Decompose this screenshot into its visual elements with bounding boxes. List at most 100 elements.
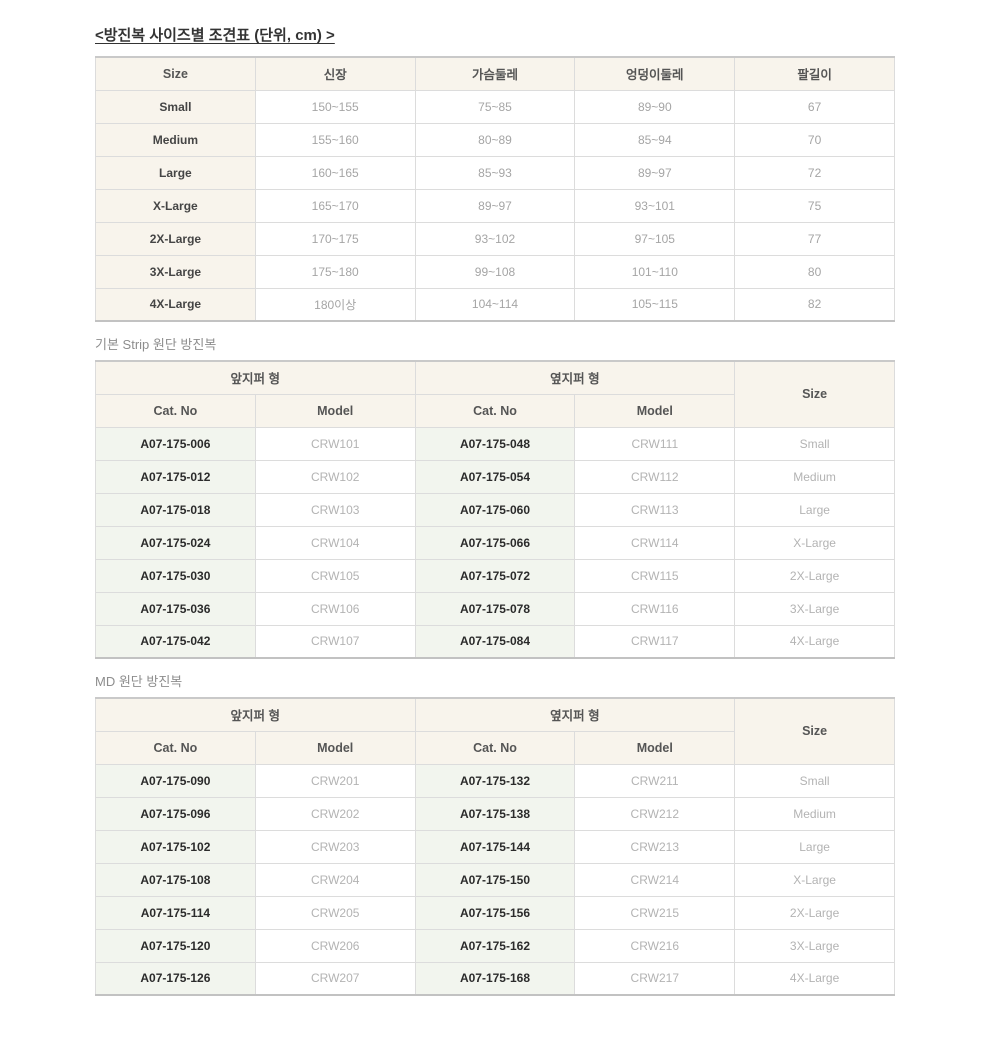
table-row: A07-175-036 CRW106 A07-175-078 CRW116 3X… <box>95 591 895 626</box>
catno-cell: A07-175-132 <box>414 763 576 798</box>
page-content: <방진복 사이즈별 조견표 (단위, cm) > Size 신장 가슴둘레 엉덩… <box>95 26 895 996</box>
table-row: A07-175-096 CRW202 A07-175-138 CRW212 Me… <box>95 796 895 831</box>
catno-cell: A07-175-096 <box>95 796 256 831</box>
md-section-title: MD 원단 방진복 <box>95 674 183 689</box>
data-cell: 82 <box>734 287 895 322</box>
size-value-cell: Large <box>734 492 895 527</box>
table-row: A07-175-108 CRW204 A07-175-150 CRW214 X-… <box>95 862 895 897</box>
column-header-size: Size <box>734 360 895 428</box>
data-cell: 93~101 <box>574 188 736 223</box>
data-cell: 105~115 <box>574 287 736 322</box>
data-cell: 160~165 <box>254 155 416 190</box>
table-row: A07-175-120 CRW206 A07-175-162 CRW216 3X… <box>95 928 895 963</box>
table-row: A07-175-012 CRW102 A07-175-054 CRW112 Me… <box>95 459 895 494</box>
catno-cell: A07-175-156 <box>414 895 576 930</box>
model-cell: CRW212 <box>574 796 736 831</box>
model-cell: CRW103 <box>254 492 416 527</box>
table-row: Small 150~155 75~85 89~90 67 <box>95 89 895 124</box>
catno-cell: A07-175-162 <box>414 928 576 963</box>
catno-cell: A07-175-042 <box>95 624 256 659</box>
data-cell: 80 <box>734 254 895 289</box>
column-header-catno: Cat. No <box>414 393 576 428</box>
data-cell: 85~94 <box>574 122 736 157</box>
catno-cell: A07-175-114 <box>95 895 256 930</box>
size-label-cell: Small <box>95 89 256 124</box>
size-label-cell: Large <box>95 155 256 190</box>
table-row: X-Large 165~170 89~97 93~101 75 <box>95 188 895 223</box>
size-value-cell: 4X-Large <box>734 961 895 996</box>
size-value-cell: 4X-Large <box>734 624 895 659</box>
group-header-side-zipper: 옆지퍼 형 <box>414 697 736 732</box>
catno-cell: A07-175-018 <box>95 492 256 527</box>
table-row: A07-175-024 CRW104 A07-175-066 CRW114 X-… <box>95 525 895 560</box>
model-cell: CRW211 <box>574 763 736 798</box>
group-header-front-zipper: 앞지퍼 형 <box>95 697 416 732</box>
data-cell: 77 <box>734 221 895 256</box>
data-cell: 180이상 <box>254 287 416 322</box>
catno-cell: A07-175-066 <box>414 525 576 560</box>
data-cell: 75~85 <box>414 89 576 124</box>
group-header-row: 앞지퍼 형 옆지퍼 형 Size <box>95 697 895 765</box>
model-cell: CRW117 <box>574 624 736 659</box>
model-cell: CRW205 <box>254 895 416 930</box>
table-row: A07-175-018 CRW103 A07-175-060 CRW113 La… <box>95 492 895 527</box>
catno-cell: A07-175-138 <box>414 796 576 831</box>
size-label-cell: X-Large <box>95 188 256 223</box>
data-cell: 93~102 <box>414 221 576 256</box>
data-cell: 104~114 <box>414 287 576 322</box>
model-cell: CRW207 <box>254 961 416 996</box>
group-header-front-zipper: 앞지퍼 형 <box>95 360 416 395</box>
size-label-cell: Medium <box>95 122 256 157</box>
model-cell: CRW115 <box>574 558 736 593</box>
data-cell: 175~180 <box>254 254 416 289</box>
catno-cell: A07-175-030 <box>95 558 256 593</box>
catno-cell: A07-175-168 <box>414 961 576 996</box>
model-cell: CRW203 <box>254 829 416 864</box>
size-value-cell: 3X-Large <box>734 591 895 626</box>
size-label-cell: 4X-Large <box>95 287 256 322</box>
data-cell: 89~90 <box>574 89 736 124</box>
column-header-arm: 팔길이 <box>734 56 895 91</box>
group-header-side-zipper: 옆지퍼 형 <box>414 360 736 395</box>
table-row: A07-175-030 CRW105 A07-175-072 CRW115 2X… <box>95 558 895 593</box>
size-value-cell: Large <box>734 829 895 864</box>
strip-section-title: 기본 Strip 원단 방진복 <box>95 337 217 352</box>
model-cell: CRW104 <box>254 525 416 560</box>
table-row: A07-175-006 CRW101 A07-175-048 CRW111 Sm… <box>95 426 895 461</box>
model-cell: CRW216 <box>574 928 736 963</box>
size-chart-table: Size 신장 가슴둘레 엉덩이둘레 팔길이 Small 150~155 75~… <box>95 56 895 322</box>
size-value-cell: Small <box>734 763 895 798</box>
model-cell: CRW215 <box>574 895 736 930</box>
catno-cell: A07-175-150 <box>414 862 576 897</box>
data-cell: 101~110 <box>574 254 736 289</box>
size-label-cell: 3X-Large <box>95 254 256 289</box>
size-chart-header-row: Size 신장 가슴둘레 엉덩이둘레 팔길이 <box>95 56 895 91</box>
table-row: Medium 155~160 80~89 85~94 70 <box>95 122 895 157</box>
model-cell: CRW107 <box>254 624 416 659</box>
catno-cell: A07-175-126 <box>95 961 256 996</box>
size-value-cell: 2X-Large <box>734 895 895 930</box>
column-header-height: 신장 <box>254 56 416 91</box>
catno-cell: A07-175-108 <box>95 862 256 897</box>
md-products-table: 앞지퍼 형 옆지퍼 형 Size Cat. No Model Cat. No M… <box>95 697 895 996</box>
size-label-cell: 2X-Large <box>95 221 256 256</box>
catno-cell: A07-175-072 <box>414 558 576 593</box>
sub-header-row: Cat. No Model Cat. No Model <box>95 393 895 428</box>
data-cell: 170~175 <box>254 221 416 256</box>
catno-cell: A07-175-036 <box>95 591 256 626</box>
catno-cell: A07-175-060 <box>414 492 576 527</box>
size-value-cell: Medium <box>734 459 895 494</box>
model-cell: CRW112 <box>574 459 736 494</box>
size-value-cell: 3X-Large <box>734 928 895 963</box>
table-row: 3X-Large 175~180 99~108 101~110 80 <box>95 254 895 289</box>
data-cell: 155~160 <box>254 122 416 157</box>
data-cell: 75 <box>734 188 895 223</box>
model-cell: CRW213 <box>574 829 736 864</box>
size-value-cell: 2X-Large <box>734 558 895 593</box>
column-header-catno: Cat. No <box>95 730 256 765</box>
model-cell: CRW113 <box>574 492 736 527</box>
table-row: 2X-Large 170~175 93~102 97~105 77 <box>95 221 895 256</box>
catno-cell: A07-175-012 <box>95 459 256 494</box>
table-row: A07-175-114 CRW205 A07-175-156 CRW215 2X… <box>95 895 895 930</box>
table-row: Large 160~165 85~93 89~97 72 <box>95 155 895 190</box>
